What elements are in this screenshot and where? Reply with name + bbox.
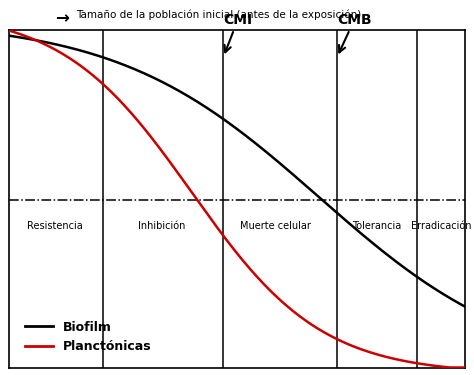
Text: →: → xyxy=(55,9,69,27)
Legend: Biofilm, Planctónicas: Biofilm, Planctónicas xyxy=(20,316,156,358)
Text: Tamaño de la población inicial (antes de la exposición): Tamaño de la población inicial (antes de… xyxy=(76,9,361,20)
Text: Tolerancia: Tolerancia xyxy=(353,220,402,231)
Text: Muerte celular: Muerte celular xyxy=(240,220,311,231)
Text: CMI: CMI xyxy=(223,13,253,52)
Text: Resistencia: Resistencia xyxy=(27,220,83,231)
Text: Inhibición: Inhibición xyxy=(138,220,186,231)
Text: CMB: CMB xyxy=(337,13,372,53)
Text: Erradicación: Erradicación xyxy=(410,220,471,231)
